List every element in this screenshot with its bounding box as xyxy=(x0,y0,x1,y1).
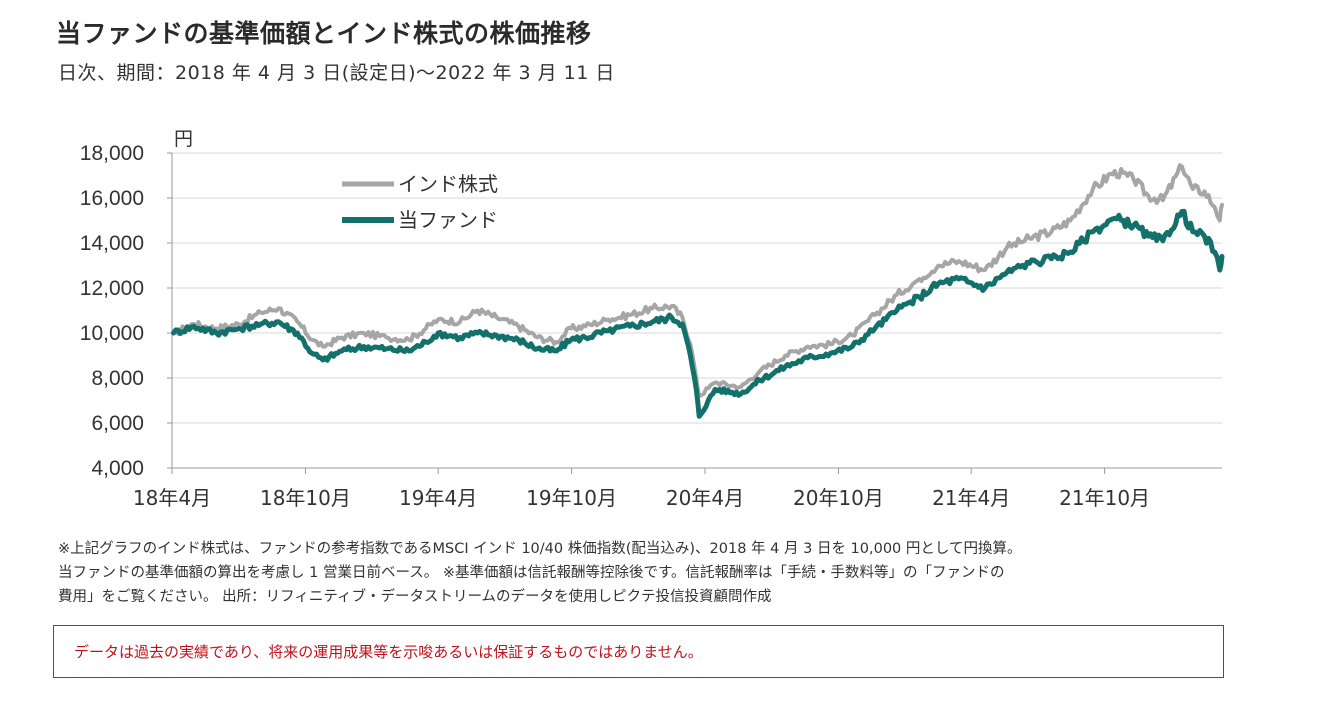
chart-axes: 4,000 6,000 8,000 10,000 12,000 14,000 16,000 1… xyxy=(80,128,1222,510)
y-tick-label: 6,000 xyxy=(91,412,144,435)
x-tick-label: 20年4月 xyxy=(666,486,744,510)
y-axis-unit-label: 円 xyxy=(174,128,193,150)
series-line-india-equity xyxy=(171,163,1224,398)
footnote-line-2: 当ファンドの基準価額の算出を考慮し 1 営業日前ベース。 ※基準価額は信託報酬等… xyxy=(58,565,1005,581)
chart-series-layer xyxy=(171,163,1225,419)
x-tick-label: 20年10月 xyxy=(793,486,884,510)
series-line-fund xyxy=(171,208,1225,419)
page-subtitle: 日次、期間：2018 年 4 月 3 日(設定日)～2022 年 3 月 11 … xyxy=(58,62,615,84)
y-tick-label: 16,000 xyxy=(80,187,144,210)
disclaimer-box: データは過去の実績であり、将来の運用成果等を示唆あるいは保証するものではありませ… xyxy=(53,625,1224,678)
line-chart: 4,000 6,000 8,000 10,000 12,000 14,000 16,000 1… xyxy=(80,128,1225,510)
x-tick-label: 19年10月 xyxy=(526,486,617,510)
footnote-line-1: ※上記グラフのインド株式は、ファンドの参考指数であるMSCI インド 10/40… xyxy=(58,541,1022,557)
x-tick-label: 18年4月 xyxy=(133,486,211,510)
y-tick-label: 8,000 xyxy=(91,367,144,390)
x-tick-label: 21年4月 xyxy=(932,486,1010,510)
y-tick-label: 18,000 xyxy=(80,142,144,165)
footnote-line-3: 費用」をご覧ください。 出所：リフィニティブ・データストリームのデータを使用しピ… xyxy=(58,589,772,605)
x-tick-label: 19年4月 xyxy=(399,486,477,510)
disclaimer-text: データは過去の実績であり、将来の運用成果等を示唆あるいは保証するものではありませ… xyxy=(74,643,703,661)
y-tick-label: 4,000 xyxy=(91,457,144,480)
x-tick-label: 18年10月 xyxy=(260,486,351,510)
y-tick-label: 14,000 xyxy=(80,232,144,255)
y-tick-label: 10,000 xyxy=(80,322,144,345)
legend-label: インド株式 xyxy=(398,172,498,196)
y-tick-label: 12,000 xyxy=(80,277,144,300)
legend-label: 当ファンド xyxy=(398,208,498,232)
page-title: 当ファンドの基準価額とインド株式の株価推移 xyxy=(56,19,592,48)
x-tick-label: 21年10月 xyxy=(1059,486,1150,510)
